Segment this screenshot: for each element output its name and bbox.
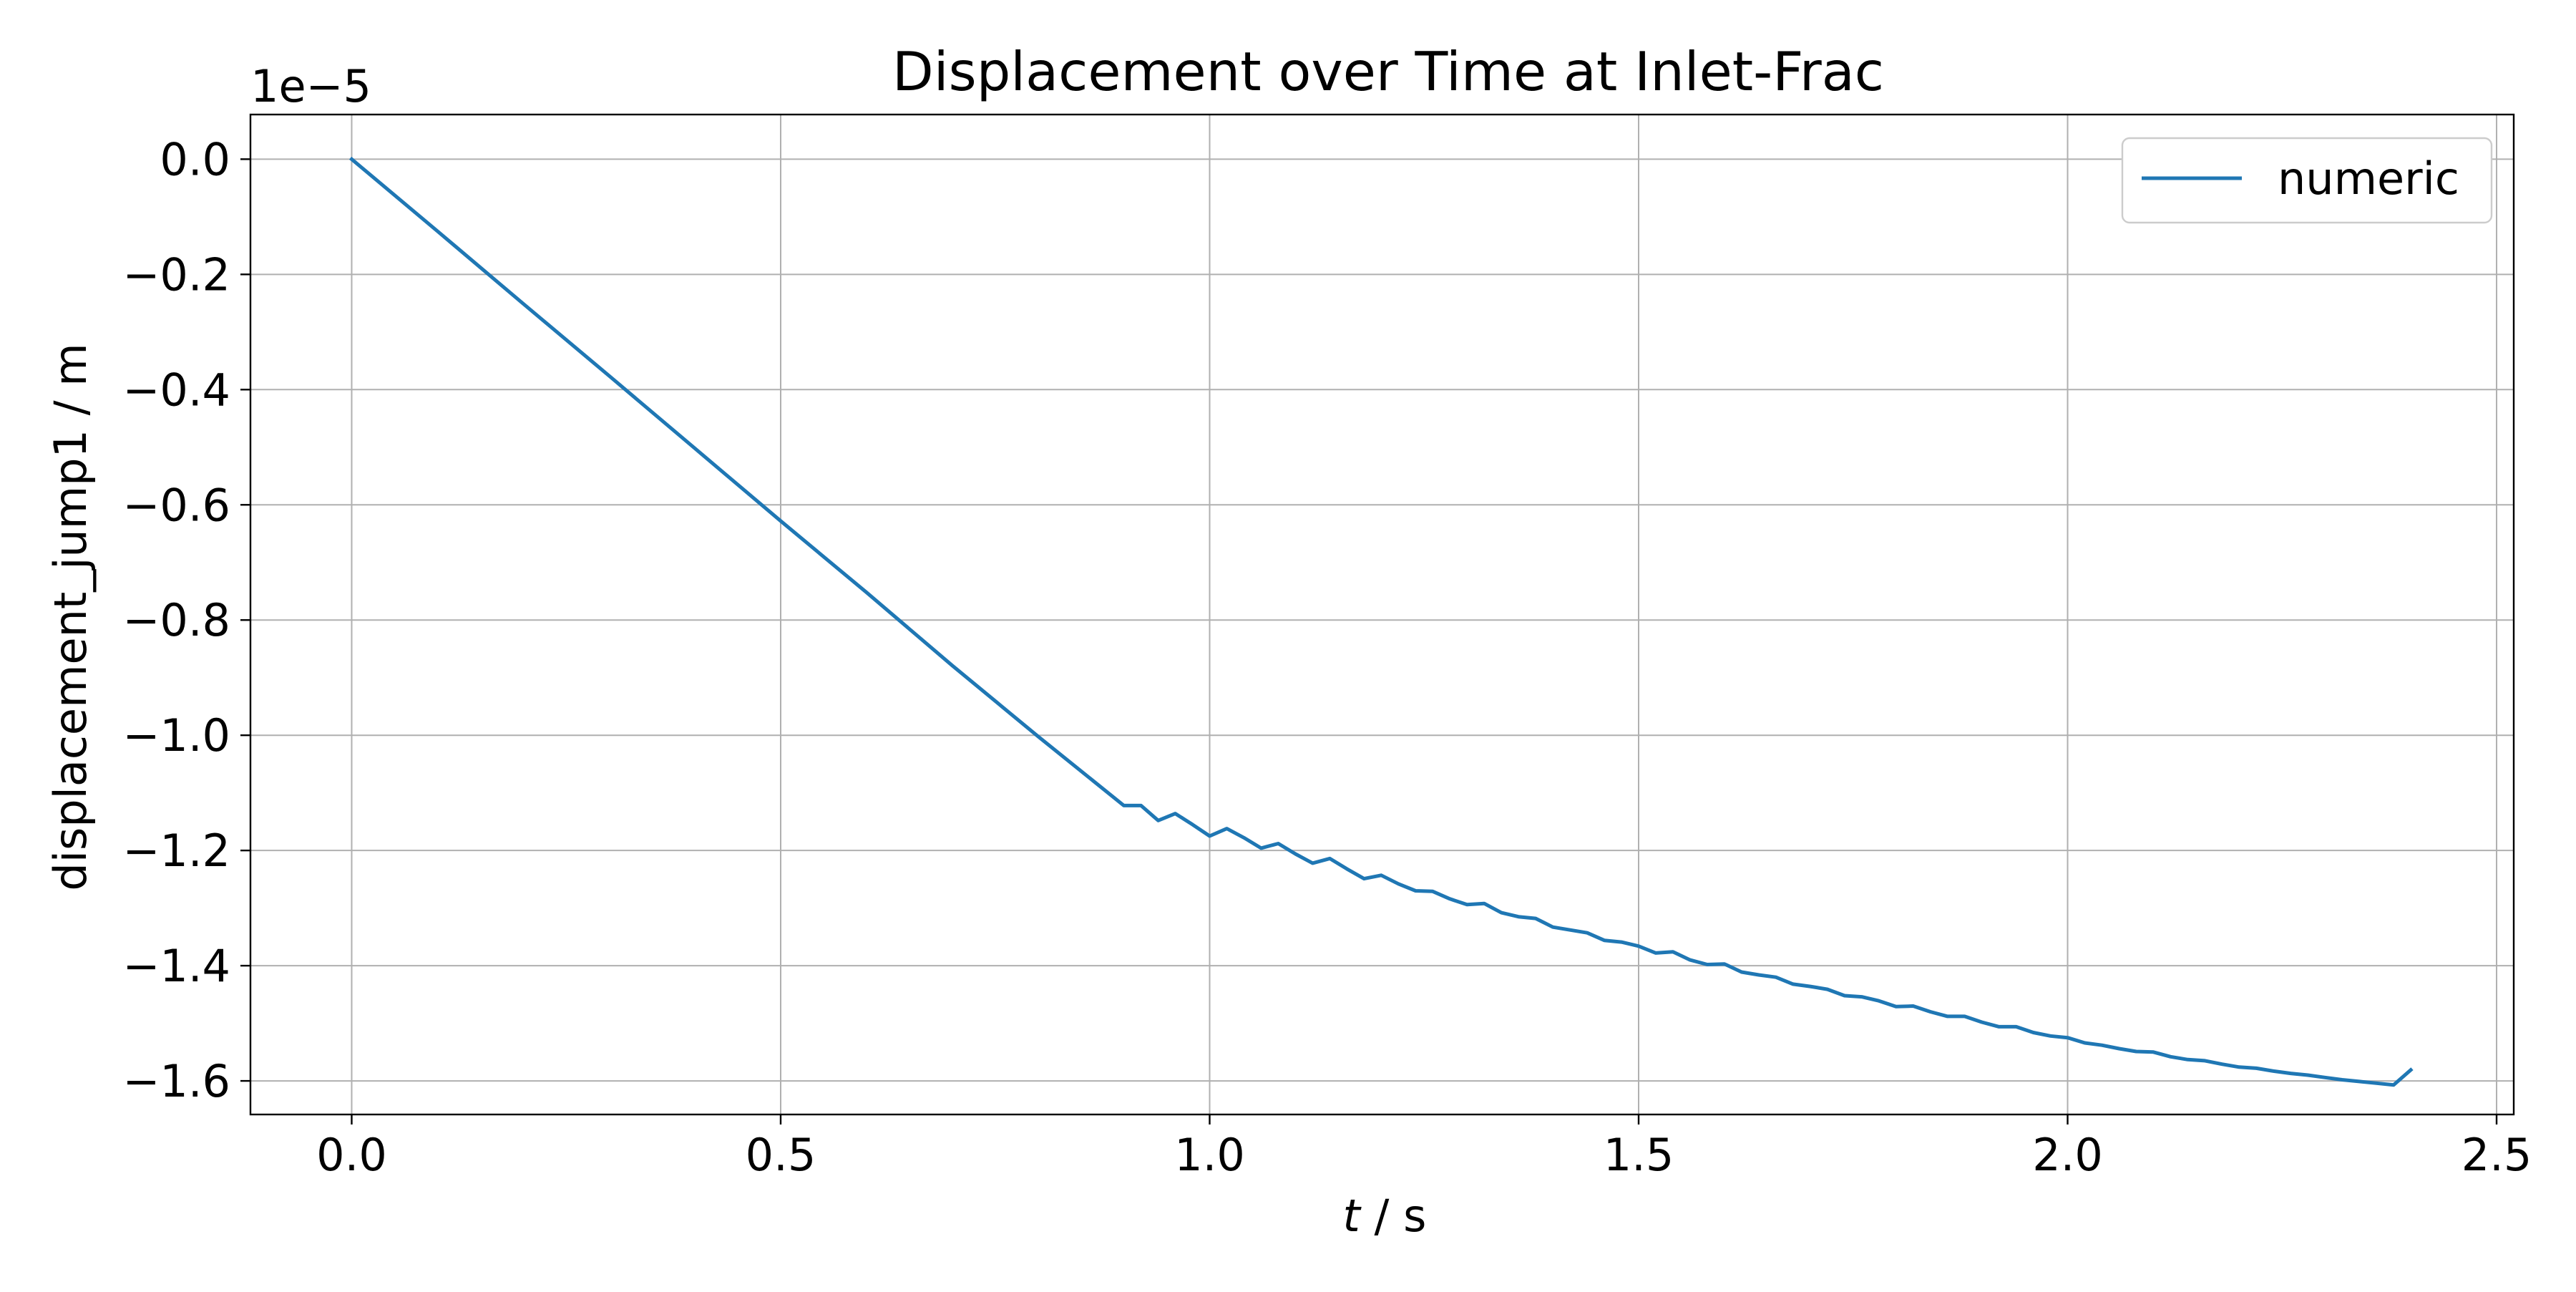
- y-axis-label: displacement_jump1 / m: [44, 343, 97, 890]
- legend-box: [2121, 137, 2493, 224]
- x-tick-label: 2.5: [2462, 1129, 2532, 1181]
- x-tick-label: 0.5: [746, 1129, 816, 1181]
- y-tick-label: −1.6: [122, 1055, 230, 1107]
- legend: numeric: [2121, 137, 2493, 224]
- chart-title: Displacement over Time at Inlet-Frac: [892, 40, 1884, 103]
- ticks: 0.0 0.5 1.0 1.5 2.0 2.5 0.0 −0.2 −0.4 −0.6 −0.8 −1.…: [122, 133, 2532, 1181]
- y-tick-label: −1.0: [122, 709, 230, 762]
- y-tick-label: −1.2: [122, 825, 230, 877]
- x-axis-label-variable: t: [1343, 1190, 1362, 1242]
- y-tick-label: −0.8: [122, 594, 230, 646]
- series-line-numeric: [348, 156, 2414, 1087]
- y-tick-label: −1.4: [122, 940, 230, 992]
- x-tick-label: 1.0: [1174, 1129, 1245, 1181]
- axes-frame: [249, 113, 2515, 1116]
- y-tick-label: −0.4: [122, 364, 230, 416]
- series-layer: [348, 156, 2414, 1087]
- y-tick-label: 0.0: [160, 133, 230, 185]
- y-tick-label: −0.6: [122, 479, 230, 531]
- x-axis-label-unit: / s: [1360, 1190, 1427, 1242]
- x-tick-label: 0.0: [316, 1129, 387, 1181]
- y-axis-offset-label: 1e−5: [250, 60, 371, 112]
- y-tick-label: −0.2: [122, 248, 230, 301]
- x-tick-label: 1.5: [1604, 1129, 1674, 1181]
- x-axis-label: t / s: [1343, 1190, 1427, 1242]
- x-tick-label: 2.0: [2032, 1129, 2103, 1181]
- legend-label: numeric: [2278, 152, 2459, 205]
